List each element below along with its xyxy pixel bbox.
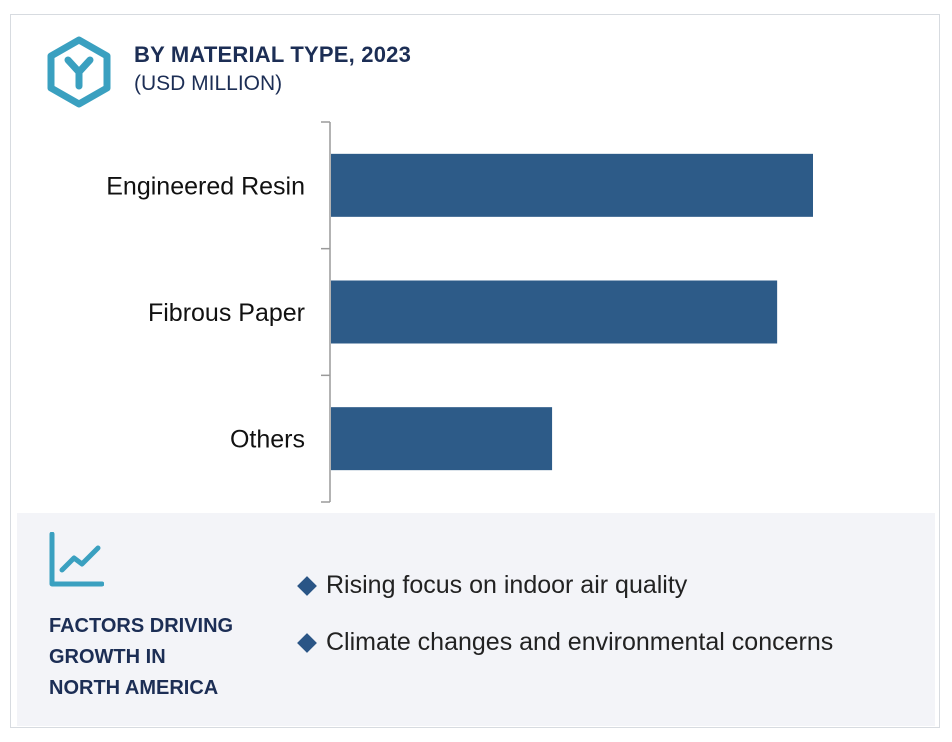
category-label: Others — [230, 426, 305, 454]
factors-title-line-1: FACTORS DRIVING — [49, 615, 234, 637]
factors-title-line-2: GROWTH IN — [49, 646, 166, 668]
factor-bullet-2: Climate changes and environmental concer… — [296, 628, 833, 657]
factors-title: FACTORS DRIVING GROWTH IN NORTH AMERICA — [49, 611, 269, 704]
factors-title-line-3: NORTH AMERICA — [49, 677, 219, 699]
factors-panel — [17, 513, 935, 726]
chart-title: BY MATERIAL TYPE, 2023 — [134, 42, 412, 67]
bar-chart: Engineered Resin Fibrous Paper Others — [106, 121, 813, 503]
trend-chart-icon — [49, 532, 104, 587]
bar-others — [331, 407, 553, 471]
diamond-bullet-icon — [297, 632, 317, 653]
category-label: Engineered Resin — [106, 172, 305, 200]
bar-fibrous-paper — [331, 280, 778, 344]
hexagon-y-icon — [47, 36, 111, 108]
factor-text-2: Climate changes and environmental concer… — [326, 628, 834, 656]
category-label: Fibrous Paper — [148, 299, 305, 327]
diamond-bullet-icon — [297, 575, 317, 596]
chart-subtitle: (USD MILLION) — [134, 72, 283, 95]
bar-engineered-resin — [331, 153, 813, 217]
factor-bullet-1: Rising focus on indoor air quality — [296, 571, 687, 600]
factor-text-1: Rising focus on indoor air quality — [326, 571, 688, 599]
